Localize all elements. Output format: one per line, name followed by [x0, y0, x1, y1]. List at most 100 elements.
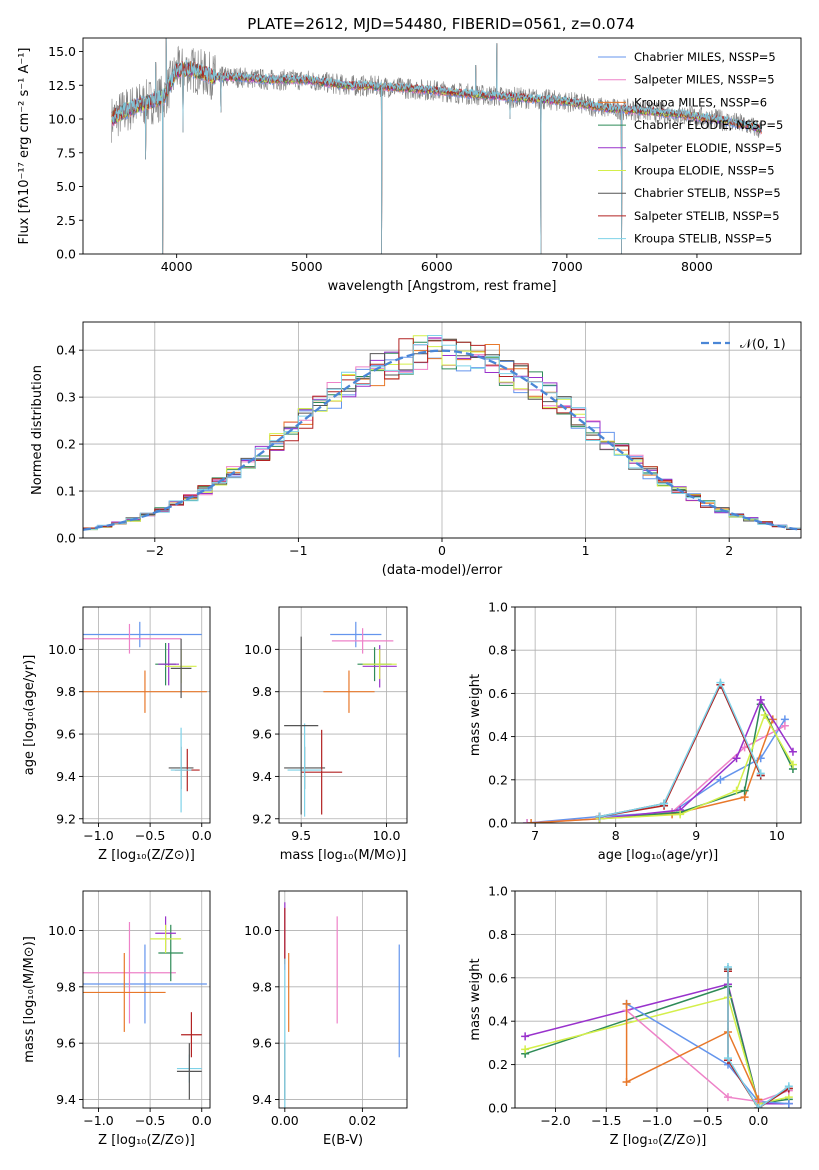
weight-marker [732, 786, 741, 795]
weight-marker [622, 999, 631, 1008]
y-axis-label: Flux [fλ10⁻¹⁷ erg cm⁻² s⁻¹ A⁻¹] [17, 48, 32, 245]
y-tick-label: 7.5 [56, 145, 76, 160]
chart-weight-vs-age: 7 8 9 10 0.0 0.2 0.4 0.6 0.8 1.0 age [log₁₀(age/yr… [468, 600, 802, 863]
weight-line [599, 680, 762, 818]
y-axis-label: mass [log₁₀(M/M⊙)] [22, 936, 37, 1063]
x-tick-label: 10 [769, 828, 785, 843]
plot-area [83, 916, 207, 1100]
x-tick-label: 0 [438, 543, 446, 558]
gaussian-curve [83, 349, 801, 531]
errorbar-point [176, 1043, 202, 1100]
chart-age-vs-mass: 9.5 10.0 9.2 9.4 9.6 9.8 10.0 mass [log₁₀(M/M⊙)… [244, 606, 408, 863]
errorbar-point [83, 621, 202, 648]
x-axis-label: wavelength [Angstrom, rest frame] [328, 279, 557, 294]
figure-title: PLATE=2612, MJD=54480, FIBERID=0561, z=0… [247, 15, 634, 33]
y-tick-label: 10.0 [244, 642, 272, 657]
y-tick-label: 0.8 [488, 927, 508, 942]
x-axis-label: (data-model)/error [382, 563, 503, 578]
y-tick-label: 0.2 [488, 772, 508, 787]
y-tick-label: 9.4 [56, 1092, 76, 1107]
weight-line [625, 1003, 760, 1100]
plot-area [83, 335, 801, 531]
chart-mass-vs-ebv: 0.00 0.02 9.4 9.6 9.8 10.0 E(B-V) [244, 890, 408, 1148]
errorbar-point [331, 628, 394, 654]
errorbar-point [83, 953, 166, 1032]
y-tick-label: 9.4 [252, 769, 272, 784]
y-tick-label: 0.0 [488, 816, 508, 831]
errorbar-point [284, 636, 319, 815]
y-tick-label: 15.0 [48, 44, 76, 59]
x-tick-label: −2.0 [540, 1113, 570, 1128]
axes-frame [278, 606, 408, 824]
plot-area [521, 962, 793, 1108]
weight-marker [723, 1093, 732, 1102]
legend-label: Kroupa ELODIE, NSSP=5 [634, 164, 775, 178]
y-tick-label: 0.3 [56, 390, 76, 405]
errorbar-point [83, 670, 207, 713]
weight-series [523, 715, 789, 823]
errorbar-point [83, 623, 182, 654]
weight-marker [521, 1032, 530, 1041]
weight-marker [595, 812, 604, 821]
weight-marker [740, 786, 749, 795]
weight-marker [723, 962, 732, 971]
residual-legend: 𝒩(0, 1) [701, 336, 786, 351]
y-tick-label: 0.8 [488, 643, 508, 658]
plot-area [284, 621, 397, 817]
x-tick-label: 4000 [161, 259, 193, 274]
errorbar-point [170, 727, 192, 813]
legend-label: Kroupa MILES, NSSP=6 [634, 95, 767, 109]
x-axis-label: mass [log₁₀(M/M⊙)] [280, 848, 407, 863]
x-tick-label: 9 [692, 828, 700, 843]
y-tick-label: 0.0 [56, 247, 76, 262]
errorbar-point [158, 643, 180, 686]
chart-age-vs-z: −1.0 −0.5 0.0 9.2 9.4 9.6 9.8 10.0 Z [log₁₀(Z/Z⊙… [22, 606, 212, 863]
y-axis-label: age [log₁₀(age/yr)] [22, 655, 37, 776]
y-tick-label: 0.1 [56, 484, 76, 499]
x-tick-label: 0.02 [348, 1113, 376, 1128]
axes-frame-group: −2.0 −1.5 −1.0 −0.5 0.0 0.0 0.2 0.4 0.6 0.8 1.0 Z [… [468, 884, 802, 1148]
chart-residuals: −2 −1 0 1 2 0.0 0.1 0.2 0.3 0.4 (data-model)/error… [30, 321, 802, 578]
plot-area [284, 902, 400, 1108]
x-tick-label: 2 [725, 543, 733, 558]
y-tick-label: 9.6 [252, 1036, 272, 1051]
x-tick-label: 0.0 [748, 1113, 768, 1128]
errorbar-point [301, 729, 343, 815]
legend-label: Salpeter MILES, NSSP=5 [634, 73, 775, 87]
x-axis-label: Z [log₁₀(Z/Z⊙)] [98, 1133, 195, 1148]
axes-frame-group: 4000 5000 6000 7000 8000 0.0 2.5 5.0 7.5 10.0 12.5… [17, 37, 802, 294]
y-tick-label: 5.0 [56, 179, 76, 194]
legend-label: 𝒩(0, 1) [740, 336, 786, 351]
plot-area [83, 621, 207, 813]
y-axis-label: mass weight [468, 958, 483, 1040]
axes-frame-group: 7 8 9 10 0.0 0.2 0.4 0.6 0.8 1.0 age [log₁₀(age/yr… [468, 600, 802, 863]
errorbar-point [83, 922, 176, 1024]
x-tick-label: 8000 [681, 259, 713, 274]
y-tick-label: 10.0 [48, 112, 76, 127]
axes-frame-group: 0.00 0.02 9.4 9.6 9.8 10.0 E(B-V) [244, 890, 408, 1148]
x-axis-label: Z [log₁₀(Z/Z⊙)] [98, 848, 195, 863]
x-tick-label: 0.0 [192, 1113, 212, 1128]
y-tick-label: 9.2 [56, 811, 76, 826]
weight-marker [788, 747, 797, 756]
y-tick-label: 9.6 [252, 727, 272, 742]
spectrum-legend: Chabrier MILES, NSSP=5 Salpeter MILES, NS… [598, 50, 783, 246]
y-tick-label: 9.4 [252, 1092, 272, 1107]
y-tick-label: 0.6 [488, 970, 508, 985]
legend-label: Salpeter STELIB, NSSP=5 [634, 209, 780, 223]
weight-marker [760, 711, 769, 719]
weight-marker [784, 1082, 793, 1091]
y-tick-label: 0.0 [488, 1101, 508, 1116]
residual-histogram [83, 335, 801, 531]
x-tick-label: 0.00 [271, 1113, 299, 1128]
axes-frame-group: −1.0 −0.5 0.0 9.2 9.4 9.6 9.8 10.0 Z [log₁₀(Z/Z⊙… [22, 606, 212, 863]
y-tick-label: 9.8 [56, 684, 76, 699]
x-tick-label: 10.0 [373, 828, 401, 843]
weight-marker [523, 819, 532, 823]
y-tick-label: 9.8 [252, 684, 272, 699]
x-tick-label: −1.5 [591, 1113, 621, 1128]
weight-marker [756, 769, 765, 778]
y-tick-label: 0.2 [488, 1057, 508, 1072]
weight-marker [784, 1099, 793, 1108]
weight-marker [740, 743, 749, 752]
